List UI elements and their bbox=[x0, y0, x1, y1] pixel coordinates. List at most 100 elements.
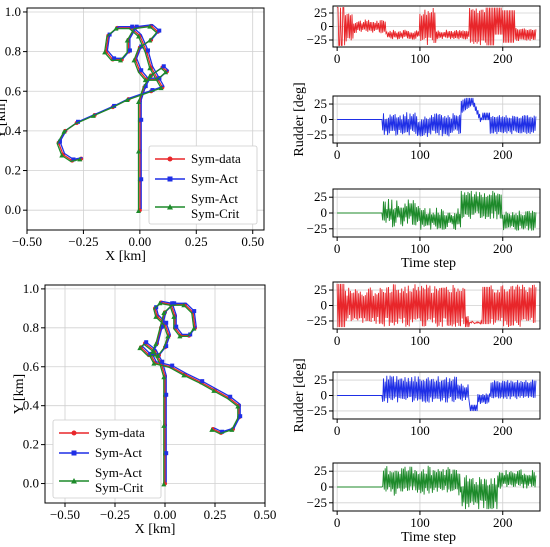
data-point bbox=[188, 332, 193, 337]
data-point bbox=[151, 349, 157, 354]
x-tick-label: 0 bbox=[334, 333, 341, 348]
trajectory-plot-2: −0.50 −0.25 0.00 0.25 0.50 0.0 0.2 0.4 0.6 0.8 1.0… bbox=[12, 281, 276, 537]
legend-label: Sym-Crit bbox=[95, 480, 144, 495]
y-tick-label: 25 bbox=[314, 189, 327, 204]
x-tick-label: 0 bbox=[334, 147, 341, 162]
data-point bbox=[164, 392, 169, 397]
x-tick-label: 0.50 bbox=[241, 234, 264, 249]
rudder-series-line bbox=[336, 283, 537, 328]
y-axis-label: Y [km] bbox=[0, 99, 9, 139]
data-point bbox=[238, 414, 243, 419]
data-point bbox=[160, 359, 165, 364]
data-point bbox=[139, 177, 144, 182]
data-point bbox=[139, 68, 144, 73]
legend-marker bbox=[167, 176, 173, 182]
y-tick-label: 0 bbox=[321, 19, 328, 34]
data-point bbox=[147, 73, 153, 79]
legend-box bbox=[148, 145, 258, 225]
x-tick-label: 0 bbox=[334, 241, 341, 256]
data-point bbox=[177, 333, 183, 339]
data-point bbox=[136, 99, 142, 104]
rudder-series-line bbox=[337, 375, 537, 412]
legend-label: Sym-data bbox=[95, 425, 145, 440]
data-point bbox=[228, 394, 233, 399]
data-point bbox=[59, 152, 65, 158]
y-tick-label: −25 bbox=[307, 221, 327, 236]
x-tick-label: 0.25 bbox=[185, 234, 208, 249]
data-point bbox=[127, 48, 132, 53]
y-tick-label: −25 bbox=[307, 313, 327, 328]
legend-label: Sym-data bbox=[191, 151, 241, 166]
data-point bbox=[235, 403, 241, 409]
x-tick-label: 200 bbox=[493, 147, 513, 162]
data-point bbox=[137, 345, 143, 351]
data-point bbox=[139, 117, 144, 122]
data-point bbox=[150, 88, 155, 93]
data-point bbox=[161, 423, 167, 428]
data-point bbox=[131, 57, 137, 63]
x-axis-label: Time step bbox=[401, 256, 456, 271]
data-point bbox=[164, 451, 169, 456]
data-point bbox=[117, 57, 123, 63]
x-axis-label: X [km] bbox=[135, 522, 176, 537]
y-tick-label: 0.4 bbox=[5, 123, 22, 138]
data-point bbox=[164, 320, 169, 325]
series-line-2 bbox=[141, 300, 241, 483]
data-point bbox=[145, 48, 150, 53]
x-tick-label: 0.00 bbox=[154, 507, 177, 522]
y-tick-label: 0 bbox=[321, 388, 328, 403]
data-point bbox=[136, 34, 142, 39]
x-tick-label: 200 bbox=[493, 423, 513, 438]
data-point bbox=[77, 156, 83, 162]
y-tick-label: 25 bbox=[314, 96, 327, 111]
data-point bbox=[160, 324, 165, 329]
x-tick-label: 0.00 bbox=[128, 234, 151, 249]
y-tick-label: 25 bbox=[314, 5, 327, 20]
x-tick-label: −0.25 bbox=[68, 234, 98, 249]
data-point bbox=[102, 49, 108, 55]
y-tick-label: −25 bbox=[307, 127, 327, 142]
data-point bbox=[134, 24, 139, 29]
x-tick-label: 200 bbox=[493, 51, 513, 66]
data-point bbox=[112, 56, 117, 61]
data-point bbox=[229, 427, 235, 432]
x-tick-label: −0.50 bbox=[50, 507, 80, 522]
y-tick-label: 0.0 bbox=[5, 202, 21, 217]
data-point bbox=[147, 38, 153, 43]
y-tick-label: 25 bbox=[314, 282, 327, 297]
trajectory-plot-1: −0.50 −0.25 0.00 0.25 0.50 0.0 0.2 0.4 0.6 0.8 1.0… bbox=[0, 4, 265, 264]
x-tick-label: 100 bbox=[410, 241, 430, 256]
data-point bbox=[153, 341, 159, 347]
x-tick-label: 200 bbox=[493, 241, 513, 256]
x-tick-label: 0 bbox=[334, 423, 341, 438]
legend-label: Sym-Act bbox=[191, 191, 238, 206]
data-point bbox=[200, 379, 205, 384]
y-tick-label: 0.8 bbox=[5, 44, 21, 59]
data-point bbox=[76, 119, 81, 124]
legend-label: Sym-Act bbox=[95, 465, 142, 480]
data-point bbox=[153, 314, 159, 319]
y-tick-label: 1.0 bbox=[5, 4, 21, 19]
y-tick-label: 0.6 bbox=[5, 83, 22, 98]
x-axis-label: X [km] bbox=[105, 249, 146, 264]
data-point bbox=[164, 344, 169, 349]
rudder-series-line bbox=[337, 97, 537, 137]
data-point bbox=[143, 84, 148, 89]
x-tick-label: 200 bbox=[493, 333, 513, 348]
y-tick-label: 0.2 bbox=[5, 163, 21, 178]
legend-marker bbox=[71, 430, 77, 436]
x-tick-label: 0 bbox=[334, 51, 341, 66]
data-point bbox=[209, 427, 215, 432]
y-tick-label: −25 bbox=[307, 403, 327, 418]
data-point bbox=[151, 361, 157, 366]
y-tick-label: 0.0 bbox=[23, 476, 39, 491]
data-point bbox=[136, 208, 142, 213]
x-tick-label: 100 bbox=[410, 147, 430, 162]
data-point bbox=[155, 353, 161, 358]
data-point bbox=[181, 372, 187, 378]
